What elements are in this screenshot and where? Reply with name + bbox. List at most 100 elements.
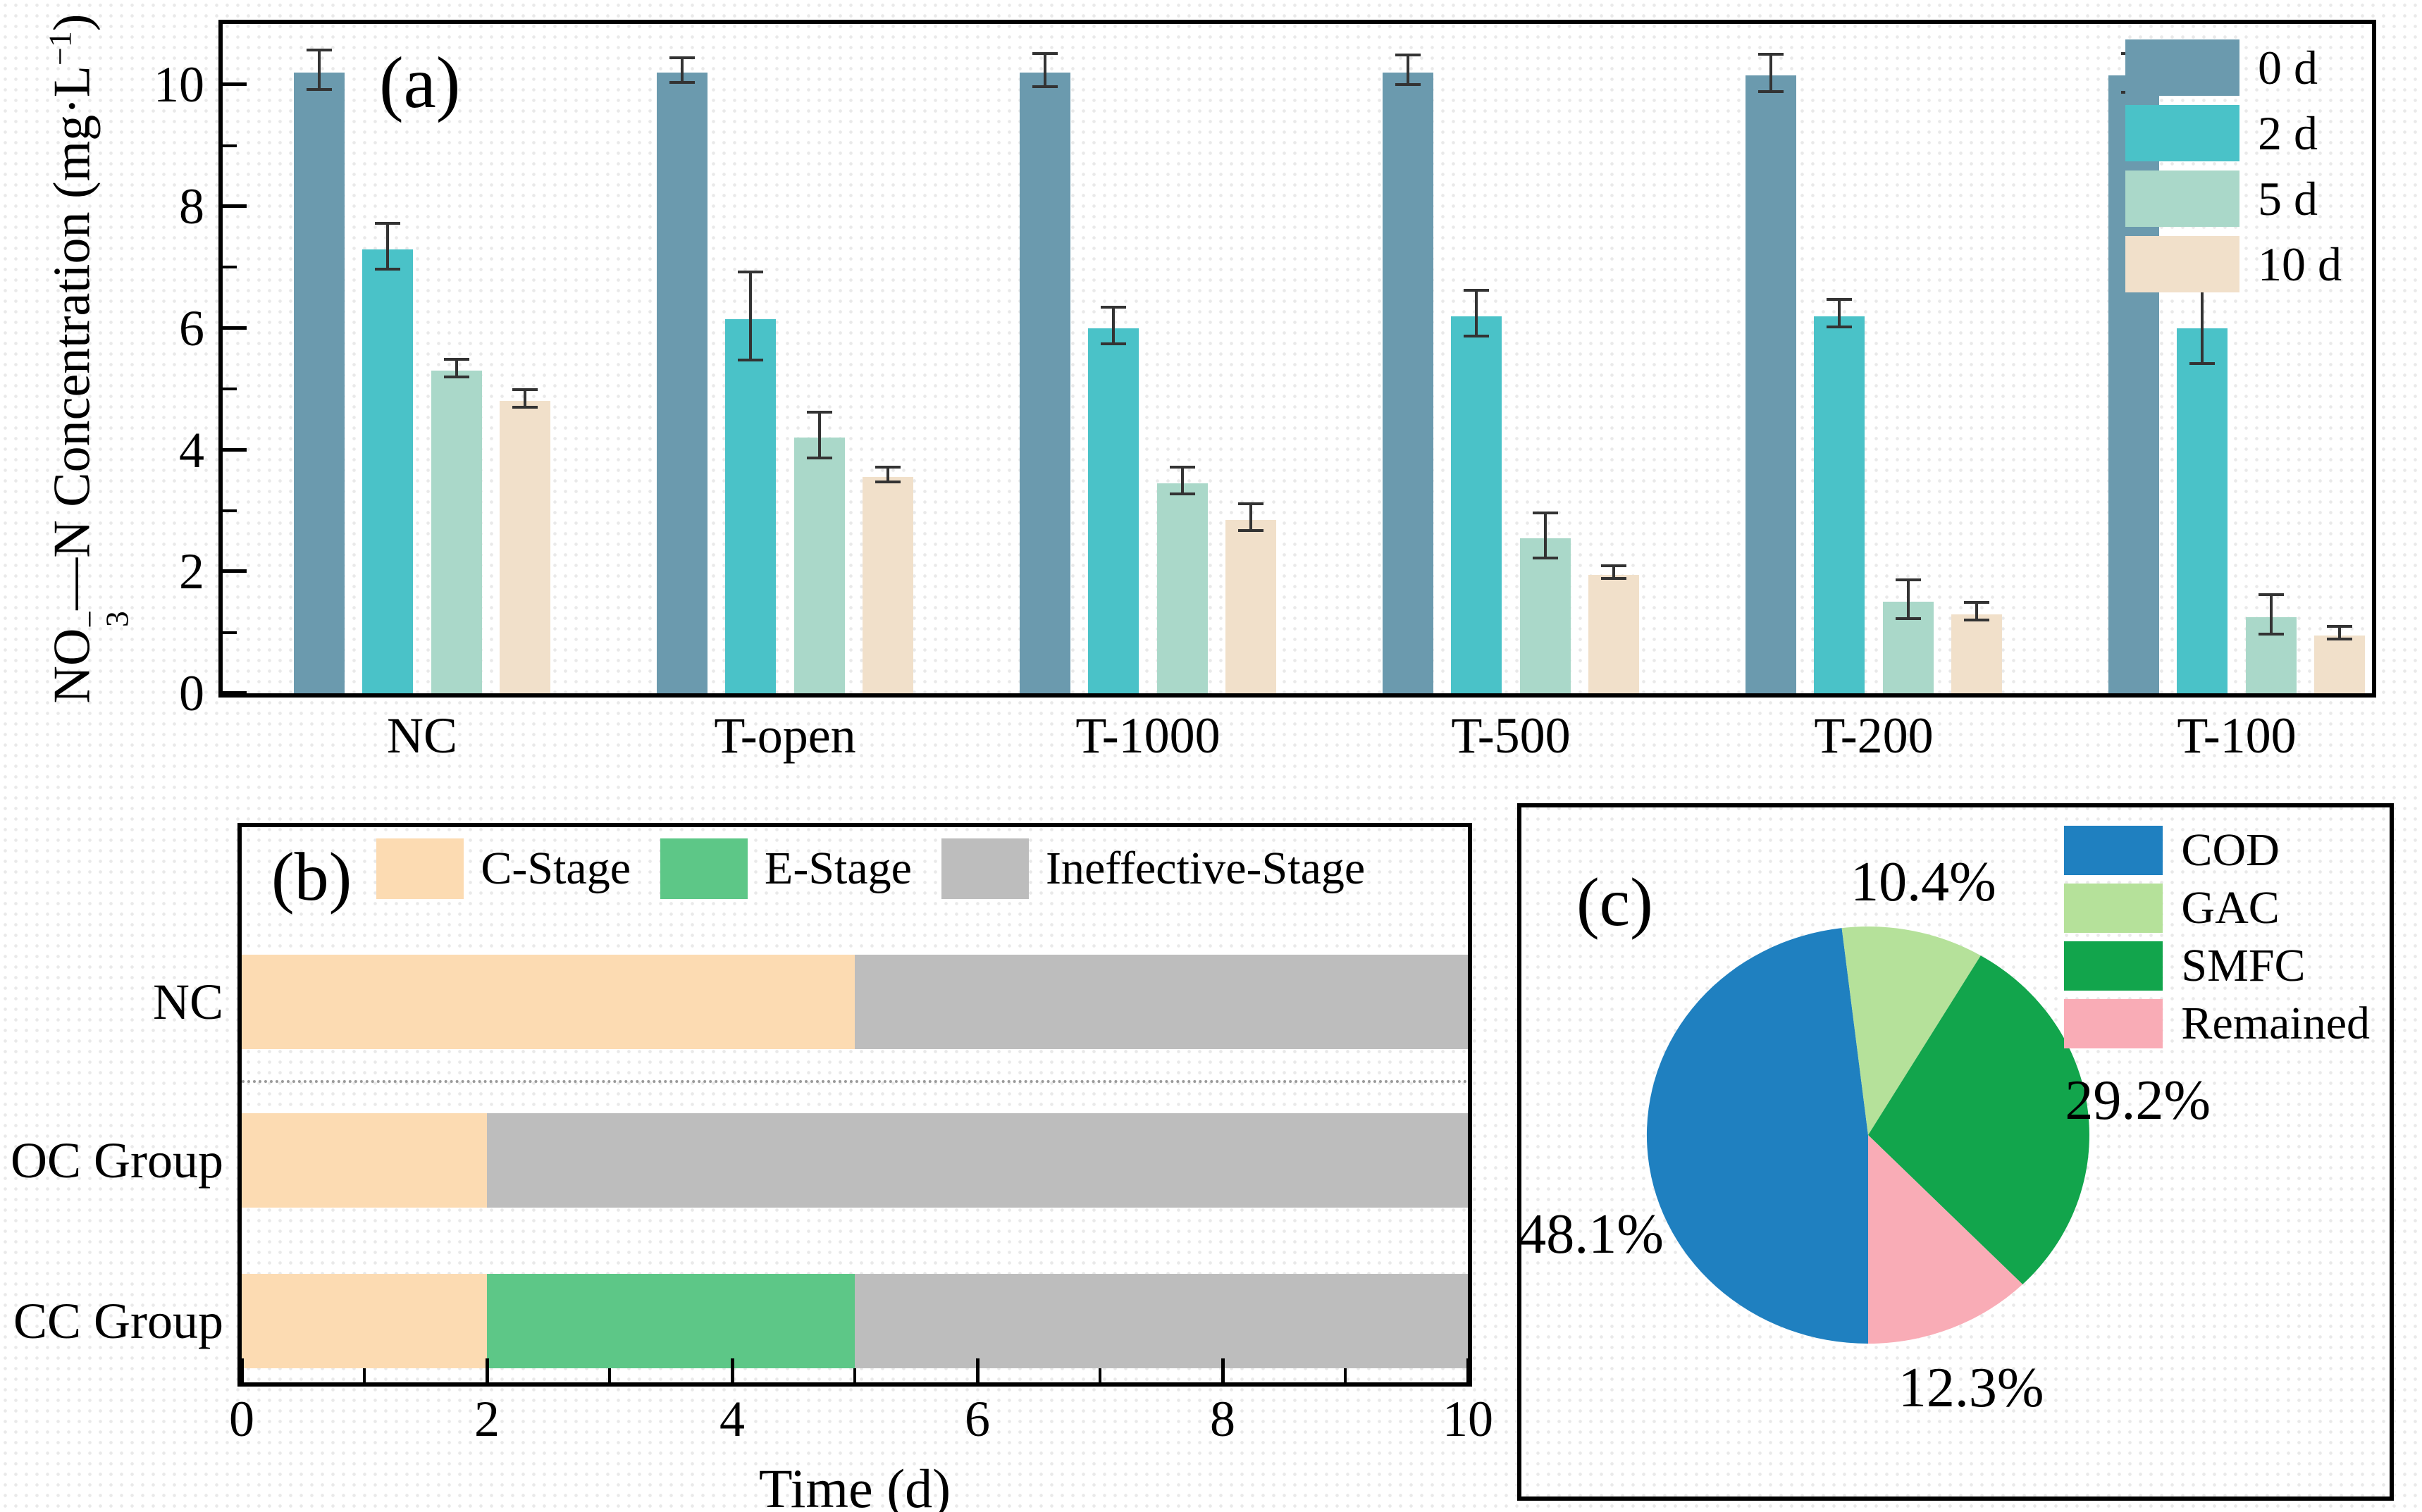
error-bar bbox=[2326, 625, 2352, 640]
legend-label: GAC bbox=[2181, 882, 2280, 934]
x-tick-label: 2 bbox=[474, 1391, 500, 1447]
bar-slot bbox=[1519, 24, 1571, 693]
bar-slot bbox=[431, 24, 482, 693]
error-bar-stem bbox=[386, 225, 390, 268]
error-bar bbox=[806, 411, 832, 459]
segment-Ineffective-Stage bbox=[855, 955, 1468, 1050]
x-minor-tick bbox=[1099, 1368, 1101, 1382]
x-category-label-T-100: T-100 bbox=[2177, 707, 2297, 764]
pie-percent-label-cod: 48.1% bbox=[1518, 1203, 1664, 1266]
legend-item-remained: Remained bbox=[2064, 999, 2370, 1048]
bar-group-T-1000 bbox=[1020, 24, 1276, 693]
error-bar-stem bbox=[2201, 289, 2204, 362]
error-bar bbox=[1032, 51, 1058, 88]
bar-0d-T-200 bbox=[1746, 75, 1796, 693]
legend-swatch bbox=[2064, 999, 2163, 1048]
error-bar bbox=[875, 465, 901, 484]
segment-Ineffective-Stage bbox=[487, 1113, 1468, 1208]
bar-5d-NC bbox=[431, 371, 482, 693]
bar-slot bbox=[1156, 24, 1208, 693]
bar-2d-T-1000 bbox=[1088, 328, 1139, 693]
y-minor-tick bbox=[223, 144, 237, 147]
legend-item-smfc: SMFC bbox=[2064, 941, 2370, 991]
bar-5d-T-500 bbox=[1519, 538, 1571, 693]
bar-group-T-500 bbox=[1383, 24, 1639, 693]
legend-label: 0 d bbox=[2258, 41, 2318, 94]
y-major-tick bbox=[223, 82, 247, 87]
bar-slot bbox=[1951, 24, 2002, 693]
y-tick-label: 2 bbox=[179, 543, 204, 600]
stacked-row-CC-Group bbox=[242, 1274, 1468, 1369]
y-tick-label: 8 bbox=[179, 178, 204, 235]
error-bar bbox=[1237, 502, 1263, 533]
x-major-tick bbox=[240, 1358, 244, 1382]
x-category-label-T-200: T-200 bbox=[1814, 707, 1934, 764]
pie-slice-cod bbox=[1646, 928, 1868, 1344]
y-major-tick bbox=[223, 569, 247, 574]
x-category-label-T-open: T-open bbox=[714, 707, 856, 764]
bar-slot bbox=[1225, 24, 1276, 693]
error-bar bbox=[1963, 601, 1989, 622]
legend-swatch bbox=[2125, 39, 2239, 96]
bar-slot bbox=[657, 24, 708, 693]
error-bar-stem bbox=[1475, 292, 1478, 335]
x-tick-label: 8 bbox=[1210, 1391, 1235, 1447]
bar-0d-T-1000 bbox=[1020, 73, 1070, 693]
error-bar bbox=[1895, 578, 1921, 621]
error-bar-stem bbox=[523, 391, 526, 406]
bar-2d-T-open bbox=[725, 318, 777, 693]
error-bar-stem bbox=[1543, 514, 1547, 557]
legend-label: 10 d bbox=[2258, 237, 2342, 291]
error-bar-stem bbox=[1180, 468, 1184, 493]
panel-c-legend: COD GAC SMFC Remained bbox=[2064, 826, 2370, 1048]
bar-5d-T-1000 bbox=[1156, 483, 1208, 693]
y-major-tick bbox=[223, 326, 247, 330]
error-bar-stem bbox=[1407, 56, 1409, 84]
error-bar bbox=[1395, 54, 1421, 87]
x-tick-label: 10 bbox=[1442, 1391, 1493, 1447]
legend-swatch bbox=[2064, 826, 2163, 875]
y-tick-label: 10 bbox=[154, 56, 204, 113]
legend-swatch bbox=[376, 838, 464, 899]
bar-slot bbox=[1383, 24, 1433, 693]
error-bar bbox=[1758, 53, 1784, 93]
legend-item-E-Stage: E-Stage bbox=[660, 838, 912, 899]
y-minor-tick bbox=[223, 509, 237, 512]
pie-percent-label-smfc: 29.2% bbox=[2065, 1069, 2211, 1132]
bar-2d-T-500 bbox=[1451, 316, 1502, 693]
y-tick-label: 4 bbox=[179, 421, 204, 478]
error-bar bbox=[307, 49, 332, 91]
bar-slot bbox=[2177, 24, 2228, 693]
panel-a-grouped-bar-chart: (a) 0 2 4 6 8 10 NC T-open T-1000 T-500 T-200 T-10… bbox=[42, 14, 2376, 761]
x-minor-tick bbox=[363, 1368, 366, 1382]
pie-percent-label-remained: 12.3% bbox=[1898, 1357, 2044, 1420]
bar-5d-T-open bbox=[793, 438, 845, 693]
error-bar bbox=[1169, 465, 1195, 496]
error-bar bbox=[1101, 305, 1127, 345]
bar-slot bbox=[362, 24, 414, 693]
panel-b-legend: C-Stage E-Stage Ineffective-Stage bbox=[376, 838, 1365, 899]
bar-slot bbox=[1020, 24, 1070, 693]
panel-a-y-axis-title: NO −3 —N Concentration (mg·L−1) bbox=[42, 13, 135, 704]
bar-slot bbox=[725, 24, 777, 693]
segment-C-Stage bbox=[242, 1274, 487, 1369]
x-minor-tick bbox=[608, 1368, 611, 1382]
bar-group-T-open bbox=[657, 24, 913, 693]
stacked-row-NC bbox=[242, 955, 1468, 1050]
bar-2d-T-100 bbox=[2177, 328, 2228, 693]
ylabel-sup2: −1 bbox=[42, 31, 78, 66]
error-bar bbox=[2189, 286, 2216, 365]
ylabel-part: ) bbox=[43, 13, 101, 32]
ylabel-part: N Concentration (mg·L bbox=[43, 66, 101, 558]
legend-label: 2 d bbox=[2258, 106, 2318, 160]
y-tick-label: 0 bbox=[179, 665, 204, 721]
y-tick-label: 6 bbox=[179, 299, 204, 357]
error-bar bbox=[1827, 298, 1853, 328]
legend-item-5d: 5 d bbox=[2125, 171, 2342, 227]
pie-slice-gac bbox=[1841, 926, 1981, 1135]
legend-swatch bbox=[2125, 171, 2239, 227]
x-minor-tick bbox=[1344, 1368, 1347, 1382]
bar-slot bbox=[294, 24, 345, 693]
error-bar-stem bbox=[681, 58, 684, 81]
x-category-label-T-500: T-500 bbox=[1451, 707, 1571, 764]
